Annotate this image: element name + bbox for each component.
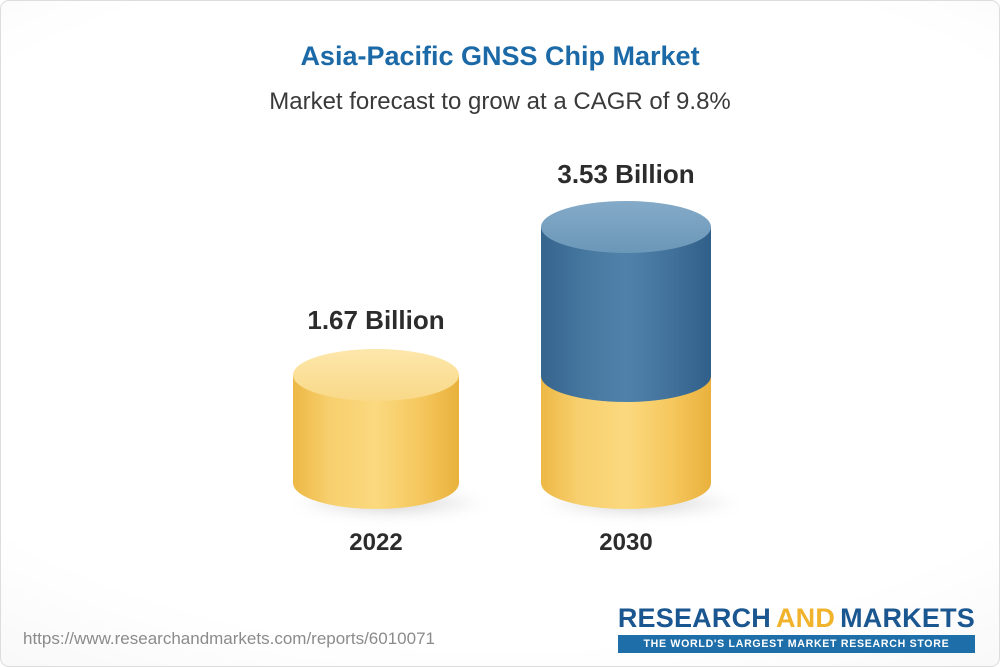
footer-url[interactable]: https://www.researchandmarkets.com/repor… <box>23 629 435 648</box>
cylinder-2030 <box>541 201 739 519</box>
cylinder-2030-blue-segment <box>541 201 711 402</box>
value-label-2022: 1.67 Billion <box>307 305 445 335</box>
cylinder-2022 <box>293 349 487 519</box>
header: Asia-Pacific GNSS Chip Market Market for… <box>1 1 999 116</box>
logo-word-research: RESEARCH <box>617 602 771 633</box>
page-subtitle: Market forecast to grow at a CAGR of 9.8… <box>269 88 731 115</box>
cylinder-2030-top-ellipse <box>541 201 711 253</box>
value-label-2030: 3.53 Billion <box>557 159 695 189</box>
logo-word-and: AND <box>775 602 836 633</box>
logo-wordmark: RESEARCH AND MARKETS <box>617 602 975 633</box>
page-title: Asia-Pacific GNSS Chip Market <box>300 41 700 71</box>
category-label-2030: 2030 <box>599 529 653 556</box>
logo: RESEARCH AND MARKETS THE WORLD'S LARGEST M… <box>617 602 975 653</box>
logo-word-markets: MARKETS <box>840 602 975 633</box>
logo-tagline: THE WORLD'S LARGEST MARKET RESEARCH STOR… <box>617 635 975 653</box>
cylinder-2030-blue-body <box>541 227 711 402</box>
cylinder-2022-top-ellipse <box>293 349 459 401</box>
category-label-2022: 2022 <box>349 529 403 556</box>
